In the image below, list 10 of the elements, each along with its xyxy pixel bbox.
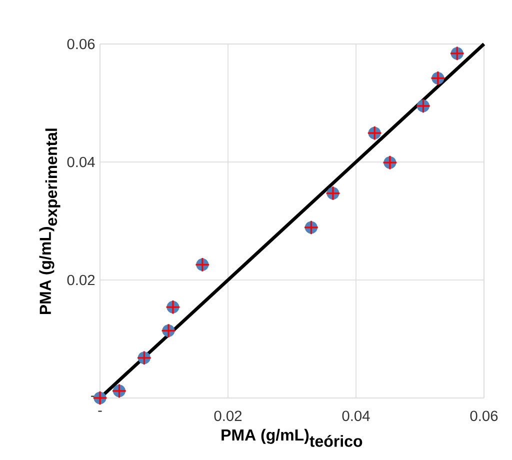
x-tick-label: - — [98, 410, 102, 412]
y-tick-label: - — [91, 396, 95, 397]
x-axis-title: $\textbf{PMA (g/mL)}_{\textbf{teórico}}$ — [222, 428, 362, 447]
x-tick-label: 0.04 — [342, 410, 370, 422]
y-tick-label: 0.02 — [67, 274, 95, 286]
x-tick-label: 0.02 — [214, 410, 242, 422]
x-tick-label: 0.06 — [470, 410, 498, 422]
y-tick-label: 0.06 — [67, 38, 95, 50]
y-axis-title: $\textbf{PMA (g/mL)}_{\textbf{experimental}}$ — [39, 128, 60, 314]
y-tick-label: 0.04 — [67, 156, 95, 168]
